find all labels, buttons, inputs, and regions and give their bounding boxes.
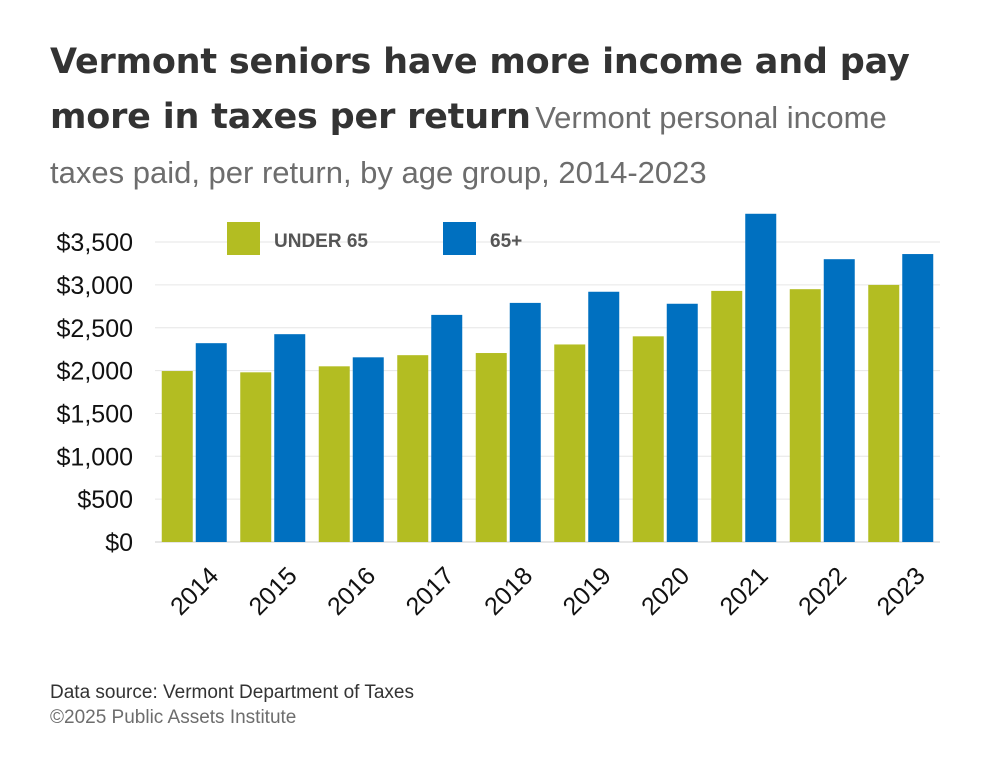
copyright: ©2025 Public Assets Institute [50,707,297,728]
bar-65-plus [823,259,855,542]
bar-under-65 [789,289,821,542]
bar-under-65 [475,353,507,542]
y-tick-label: $500 [77,486,133,514]
bar-under-65 [161,371,193,542]
x-tick-label: 2019 [558,562,617,621]
y-tick-label: $2,000 [57,358,133,386]
y-tick-label: $2,500 [57,315,133,343]
data-source: Data source: Vermont Department of Taxes [50,682,414,703]
bar-65-plus [195,343,227,542]
bar-65-plus [902,254,934,542]
bar-chart: $0 $500 $1,000 $1,500 $2,000 $2,500 $3,000 $3,5… [57,213,940,621]
bar-65-plus [509,302,541,542]
y-tick-label: $0 [105,529,133,557]
x-tick-label: 2023 [872,562,931,621]
x-tick-label: 2022 [793,562,852,621]
legend-under-65-swatch [227,222,260,255]
y-tick-label: $1,500 [57,400,133,428]
bar-65-plus [588,291,620,542]
bar-under-65 [240,372,272,542]
x-tick-label: 2017 [401,562,460,621]
bar-65-plus [666,303,698,542]
y-tick-label: $1,000 [57,443,133,471]
bar-under-65 [554,344,586,542]
chart-title: Vermont seniors have more income and pay… [50,42,910,137]
chart-title-block: Vermont seniors have more income and pay… [50,38,950,203]
x-tick-label: 2014 [165,562,224,621]
x-tick-label: 2016 [322,562,381,621]
legend-under-65-label: UNDER 65 [274,231,368,252]
x-tick-label: 2018 [479,562,538,621]
x-tick-label: 2021 [715,562,774,621]
bar-under-65 [632,336,664,542]
bar-under-65 [318,366,350,542]
y-tick-label: $3,000 [57,272,133,300]
chart-area: $0 $500 $1,000 $1,500 $2,000 $2,500 $3,000 $3,5… [0,195,992,655]
bar-65-plus [431,314,463,542]
bar-under-65 [868,284,900,542]
bar-under-65 [397,355,429,542]
bar-65-plus [274,334,306,542]
x-tick-label: 2015 [244,562,303,621]
bar-65-plus [352,357,384,542]
y-tick-label: $3,500 [57,229,133,257]
legend-65-plus-label: 65+ [490,231,522,252]
bar-65-plus [745,213,777,543]
chart-subtitle: Vermont personal income taxes paid, per … [50,100,887,190]
legend-65-plus-swatch [443,222,476,255]
x-tick-label: 2020 [636,562,695,621]
bar-under-65 [711,290,743,542]
footer: Data source: Vermont Department of Taxes… [50,680,414,730]
